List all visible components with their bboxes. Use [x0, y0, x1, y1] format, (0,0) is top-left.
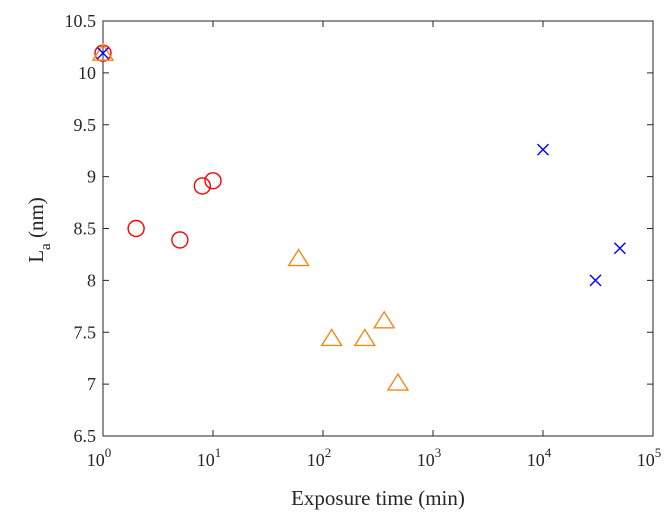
y-tick-label: 7.5	[74, 322, 97, 342]
circle-marker	[127, 219, 145, 238]
x-axis-ticks: 100 101 102 103 104 105	[87, 21, 662, 470]
circle-marker	[171, 231, 189, 249]
triangle-marker	[287, 248, 310, 267]
plot-area	[102, 20, 654, 437]
y-axis-label: La (nm)	[24, 197, 54, 263]
y-tick-label: 10	[78, 63, 96, 83]
x-tick-label: 101	[197, 445, 222, 470]
circle-marker	[204, 172, 222, 190]
triangle-marker	[91, 42, 115, 61]
x-tick-label: 102	[307, 445, 332, 470]
cross-marker	[589, 274, 602, 287]
y-axis-label-main: L	[24, 250, 48, 263]
y-tick-label: 6.5	[74, 426, 97, 446]
y-tick-label: 9	[87, 167, 96, 187]
y-axis-label-unit: (nm)	[24, 197, 48, 243]
data-markers	[91, 42, 626, 391]
cross-marker	[97, 47, 109, 60]
triangle-marker	[320, 328, 343, 347]
triangle-marker	[372, 310, 396, 329]
y-axis-label-subscript: a	[38, 243, 54, 250]
y-tick-label: 7	[87, 374, 96, 394]
x-tick-label: 100	[87, 445, 112, 470]
triangle-marker	[353, 328, 377, 347]
circle-marker	[193, 177, 212, 195]
cross-marker	[613, 242, 626, 255]
y-tick-label: 8	[87, 270, 96, 290]
x-axis-label: Exposure time (min)	[291, 486, 465, 510]
x-tick-label: 104	[527, 445, 552, 470]
y-tick-label: 10.5	[65, 11, 97, 31]
x-tick-label: 103	[417, 445, 442, 470]
y-axis-ticks: 6.5 7 7.5 8 8.5 9 9.5 10 10.5	[65, 11, 653, 446]
y-tick-label: 9.5	[74, 115, 97, 135]
triangle-marker	[386, 372, 410, 391]
x-tick-label: 105	[637, 445, 662, 470]
y-tick-label: 8.5	[74, 219, 97, 239]
cross-marker	[537, 143, 549, 156]
